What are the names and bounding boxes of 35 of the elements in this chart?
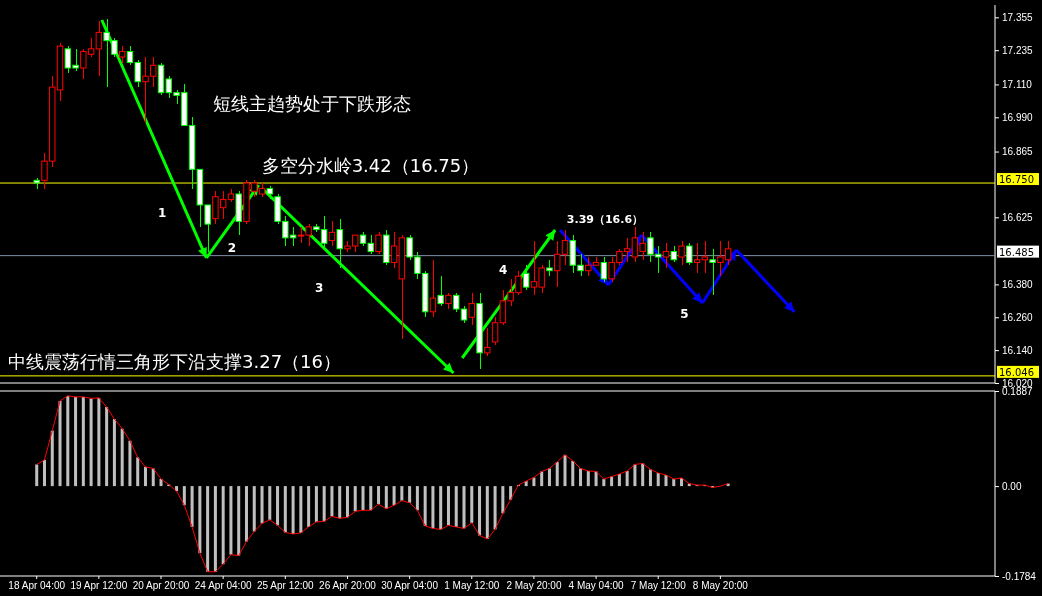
annotation: 3.39（16.6） xyxy=(566,213,644,226)
x-tick-label: 19 Apr 12:00 xyxy=(70,580,128,592)
y-tick-label: 17.235 xyxy=(1002,44,1034,56)
annotation: 1 xyxy=(158,206,167,220)
x-tick-label: 26 Apr 20:00 xyxy=(319,580,377,592)
annotation: 5 xyxy=(680,307,689,321)
ref-line-label: 16.485 xyxy=(999,246,1034,258)
y-tick-label: 17.110 xyxy=(1002,79,1033,91)
x-tick-label: 4 May 04:00 xyxy=(568,580,625,592)
annotation: 3 xyxy=(314,281,324,295)
y-tick-label: 17.355 xyxy=(1002,12,1034,24)
x-tick-label: 30 Apr 04:00 xyxy=(381,580,439,592)
annotation: 多空分水岭3.42（16.75） xyxy=(261,155,480,177)
y-tick-label: -0.1784 xyxy=(1002,570,1037,582)
x-tick-label: 20 Apr 20:00 xyxy=(132,580,190,592)
y-tick-label: 16.260 xyxy=(1002,311,1034,323)
x-tick-label: 24 Apr 04:00 xyxy=(194,580,252,592)
x-tick-label: 8 May 20:00 xyxy=(692,580,749,592)
x-tick-label: 1 May 12:00 xyxy=(444,580,500,592)
ref-line-label: 16.750 xyxy=(999,174,1034,186)
annotation: 中线震荡行情三角形下沿支撑3.27（16） xyxy=(8,350,341,372)
y-tick-label: 0.00 xyxy=(1002,480,1022,492)
x-tick-label: 25 Apr 12:00 xyxy=(256,580,315,592)
y-tick-label: 16.140 xyxy=(1002,344,1034,356)
annotation: 短线主趋势处于下跌形态 xyxy=(213,93,412,114)
y-tick-label: 16.380 xyxy=(1002,279,1034,291)
x-tick-label: 7 May 12:00 xyxy=(630,580,687,592)
annotation: 4 xyxy=(499,263,508,277)
x-tick-label: 2 May 20:00 xyxy=(506,580,562,592)
y-tick-label: 16.990 xyxy=(1002,112,1034,123)
annotation: 2 xyxy=(227,241,237,255)
y-tick-label: 16.625 xyxy=(1002,211,1034,223)
ref-line-label: 16.046 xyxy=(999,366,1034,378)
y-tick-label: 16.865 xyxy=(1002,146,1034,158)
x-tick-label: 18 Apr 04:00 xyxy=(8,580,66,592)
